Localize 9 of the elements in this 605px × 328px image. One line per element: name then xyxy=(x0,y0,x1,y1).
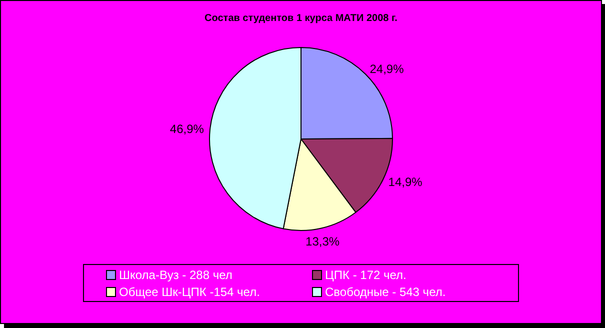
legend-label: ЦПК - 172 чел. xyxy=(325,268,406,282)
legend-label: Общее Шк-ЦПК -154 чел. xyxy=(119,284,260,298)
data-label: 13,3% xyxy=(306,234,340,248)
data-label: 24,9% xyxy=(370,62,404,76)
legend-label: Свободные - 543 чел. xyxy=(325,284,446,298)
chart-title: Состав студентов 1 курса МАТИ 2008 г. xyxy=(204,13,398,24)
legend-label: Школа-Вуз - 288 чел xyxy=(119,268,232,282)
data-label: 46,9% xyxy=(170,122,204,136)
data-label: 14,9% xyxy=(388,174,423,189)
